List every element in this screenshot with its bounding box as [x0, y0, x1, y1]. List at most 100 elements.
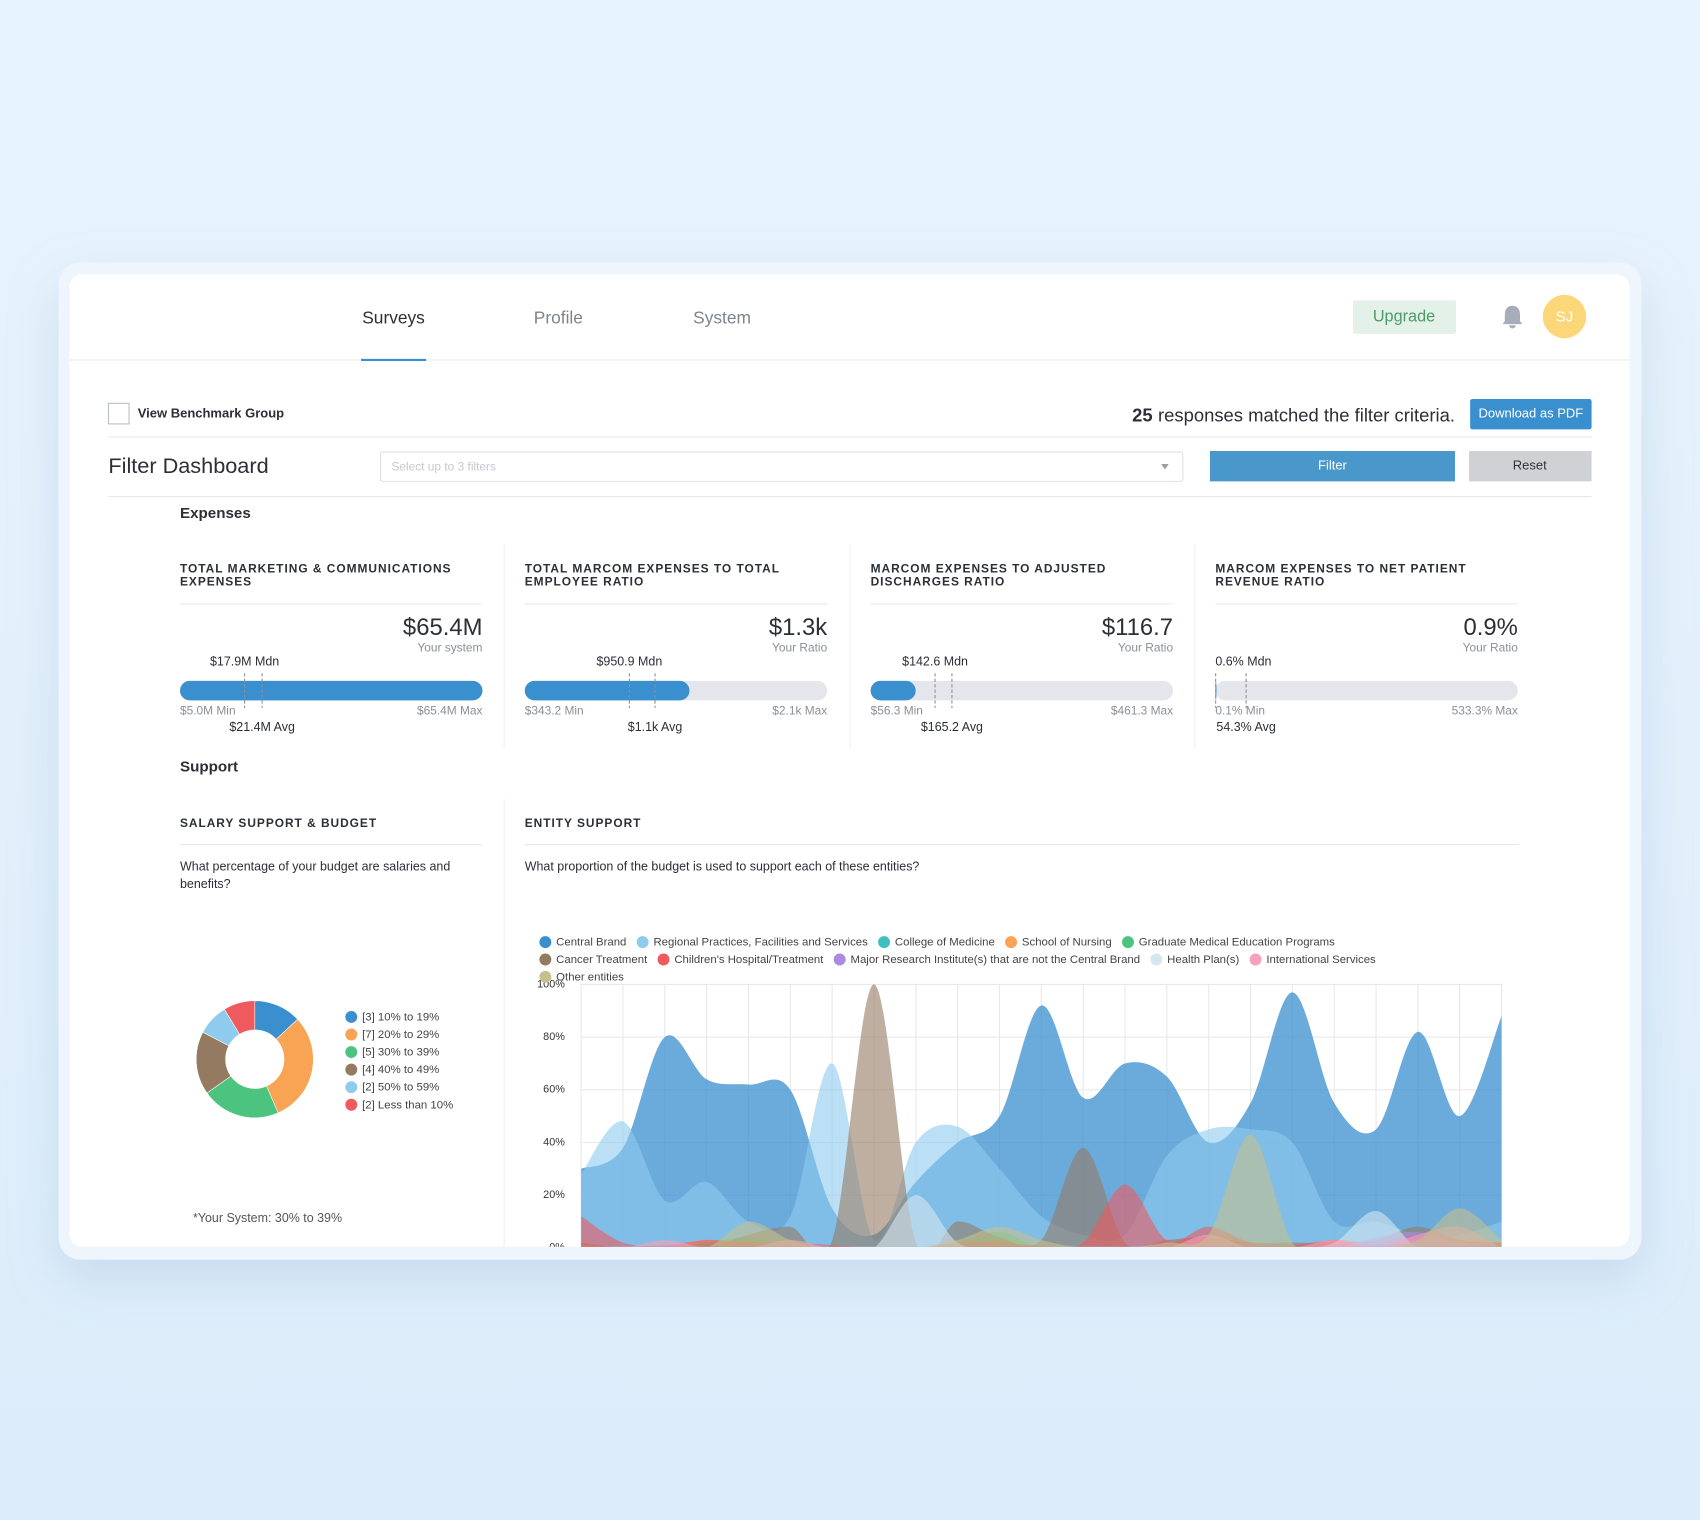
- legend-swatch[interactable]: [833, 953, 846, 966]
- legend-label[interactable]: Cancer Treatment: [556, 954, 648, 966]
- legend-label: [2] Less than 10%: [362, 1099, 453, 1111]
- reset-button-label[interactable]: Reset: [1513, 458, 1547, 473]
- legend-item[interactable]: Regional Practices, Facilities and Servi…: [636, 936, 868, 949]
- legend-swatch: [345, 1046, 358, 1059]
- max-label: $65.4M Max: [417, 703, 483, 717]
- legend-label[interactable]: School of Nursing: [1022, 937, 1112, 949]
- legend-swatch[interactable]: [657, 953, 670, 966]
- active-tab-indicator: [361, 358, 427, 362]
- responses-summary: 25 responses matched the filter criteria.: [1132, 404, 1455, 425]
- legend-item[interactable]: Children's Hospital/Treatment: [657, 953, 825, 967]
- average-label: $165.2 Avg: [921, 720, 983, 734]
- notification-bell[interactable]: [1502, 305, 1523, 329]
- legend-swatch[interactable]: [539, 970, 552, 983]
- legend-label[interactable]: Major Research Institute(s) that are not…: [851, 954, 1141, 966]
- card-title-box: MARCOM EXPENSES TO NET PATIENT REVENUE R…: [1215, 562, 1467, 589]
- legend-item[interactable]: International Services: [1249, 953, 1377, 967]
- legend-item[interactable]: College of Medicine: [878, 936, 995, 949]
- legend-item[interactable]: Health Plan(s): [1150, 953, 1239, 967]
- filter-select[interactable]: [380, 451, 1184, 482]
- nav-tab[interactable]: System: [693, 307, 751, 327]
- card-title-box: TOTAL MARKETING & COMMUNICATIONS EXPENSE…: [179, 562, 452, 589]
- responses-text: responses matched the filter criteria.: [1158, 404, 1455, 425]
- footnote: *Your System: 30% to 39%: [193, 1211, 342, 1225]
- select-arrow[interactable]: [1161, 464, 1169, 470]
- legend-swatch[interactable]: [636, 936, 649, 949]
- legend-item[interactable]: Major Research Institute(s) that are not…: [833, 953, 1141, 967]
- app-window: Surveys Profile System Upgrade SJ View Ben…: [69, 274, 1630, 1247]
- filter-placeholder[interactable]: Select up to 3 filters: [391, 459, 496, 473]
- metric-caption: Your Ratio: [1118, 640, 1174, 654]
- max-label: $461.3 Max: [1111, 703, 1173, 717]
- responses-count: 25: [1132, 404, 1153, 425]
- benchmark-checkbox[interactable]: [107, 402, 130, 425]
- section-heading: Expenses: [180, 505, 251, 522]
- filter-button[interactable]: [1209, 451, 1455, 482]
- legend-label[interactable]: Other entities: [556, 971, 624, 983]
- card-title-box: TOTAL MARCOM EXPENSES TO TOTAL EMPLOYEE …: [524, 562, 780, 589]
- legend-swatch[interactable]: [1249, 953, 1262, 966]
- max-label: 533.3% Max: [1452, 703, 1518, 717]
- range-bar: [870, 680, 916, 701]
- card-title: TOTAL MARKETING & COMMUNICATIONS EXPENSE…: [179, 562, 452, 589]
- legend-item[interactable]: Cancer Treatment: [539, 953, 648, 967]
- reset-button[interactable]: [1469, 451, 1592, 482]
- median-label: $17.9M Mdn: [210, 655, 279, 669]
- metric-caption: Your Ratio: [1463, 640, 1519, 654]
- avatar-initials[interactable]: SJ: [1556, 309, 1574, 326]
- legend-swatch[interactable]: [1005, 936, 1018, 949]
- filter-button-label[interactable]: Filter: [1318, 458, 1348, 473]
- legend-label[interactable]: Children's Hospital/Treatment: [674, 954, 824, 966]
- plot-area: [581, 984, 1502, 1247]
- average-label: $1.1k Avg: [628, 720, 683, 734]
- legend-swatch[interactable]: [878, 936, 891, 949]
- legend-label[interactable]: College of Medicine: [895, 937, 995, 949]
- legend-label[interactable]: Regional Practices, Facilities and Servi…: [653, 937, 868, 949]
- legend-swatch[interactable]: [539, 936, 552, 949]
- download-button[interactable]: [1470, 398, 1592, 430]
- card-title-box: MARCOM EXPENSES TO ADJUSTED DISCHARGES R…: [870, 562, 1107, 589]
- legend-label[interactable]: Central Brand: [556, 937, 626, 949]
- legend-swatch: [345, 1081, 358, 1094]
- legend-label[interactable]: Graduate Medical Education Programs: [1139, 937, 1335, 949]
- legend-swatch: [345, 1063, 358, 1076]
- area-series: [581, 984, 1502, 1247]
- nav-tabs: Surveys Profile System: [361, 307, 751, 362]
- legend-item[interactable]: School of Nursing: [1005, 936, 1112, 949]
- legend-label[interactable]: International Services: [1266, 954, 1376, 966]
- upgrade-label[interactable]: Upgrade: [1373, 307, 1435, 325]
- question: What percentage of your budget are salar…: [179, 860, 451, 892]
- legend-swatch[interactable]: [1122, 936, 1134, 949]
- max-label: $2.1k Max: [772, 703, 827, 717]
- nav-tab[interactable]: Profile: [534, 307, 583, 327]
- card-title: TOTAL MARCOM EXPENSES TO TOTAL EMPLOYEE …: [524, 562, 780, 589]
- legend-label: [4] 40% to 49%: [362, 1064, 439, 1076]
- legend-swatch[interactable]: [1150, 953, 1163, 966]
- average-label: $21.4M Avg: [229, 720, 295, 734]
- area-series: [581, 1226, 1502, 1247]
- range-bar: [179, 680, 483, 701]
- upgrade-button[interactable]: [1353, 300, 1457, 334]
- metric-caption: Your system: [417, 640, 482, 654]
- legend-label[interactable]: Health Plan(s): [1167, 954, 1239, 966]
- benchmark-label[interactable]: View Benchmark Group: [138, 406, 284, 421]
- card-title: MARCOM EXPENSES TO ADJUSTED DISCHARGES R…: [870, 562, 1107, 589]
- legend-item[interactable]: Other entities: [539, 970, 624, 984]
- metric-value: $1.3k: [769, 614, 827, 641]
- card-title: MARCOM EXPENSES TO NET PATIENT REVENUE R…: [1215, 562, 1467, 589]
- legend-swatch[interactable]: [539, 953, 552, 966]
- average-label: 54.3% Avg: [1216, 720, 1275, 734]
- legend-swatch: [345, 1028, 358, 1041]
- metric-caption: Your Ratio: [772, 640, 828, 654]
- download-label[interactable]: Download as PDF: [1478, 406, 1583, 421]
- legend-item[interactable]: Graduate Medical Education Programs: [1122, 936, 1335, 949]
- filter-title: Filter Dashboard: [108, 453, 268, 478]
- avatar[interactable]: [1542, 294, 1587, 339]
- card-title: SALARY SUPPORT & BUDGET: [180, 816, 377, 830]
- legend-label: [7] 20% to 29%: [362, 1029, 439, 1041]
- donut-segment: [266, 1018, 314, 1114]
- donut-chart: [3] 10% to 19% [7] 20% to 29% [5] 30% to 3…: [195, 1000, 453, 1119]
- nav-tab[interactable]: Surveys: [362, 307, 425, 327]
- range-bar: [524, 680, 690, 701]
- legend-item[interactable]: Central Brand: [539, 936, 626, 949]
